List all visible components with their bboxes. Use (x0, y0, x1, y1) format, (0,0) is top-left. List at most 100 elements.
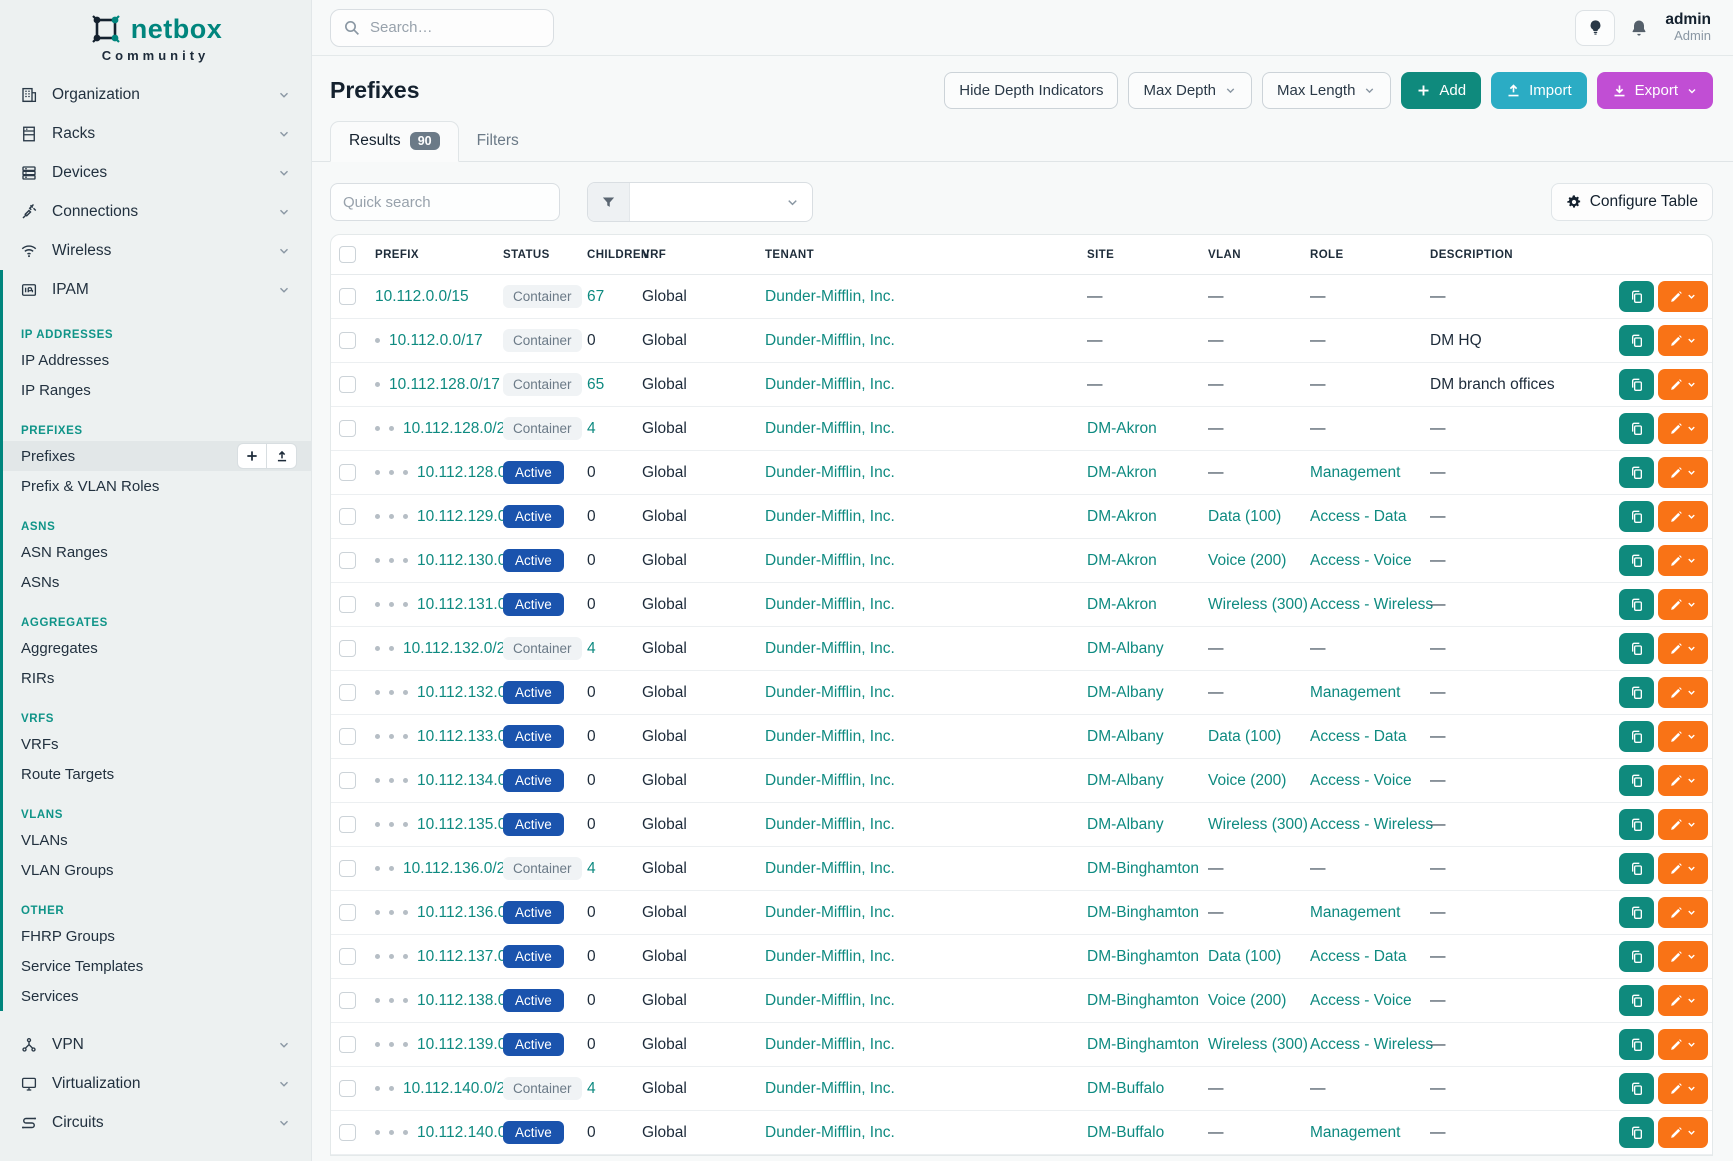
site-link[interactable]: DM-Binghamton (1087, 1035, 1199, 1053)
copy-button[interactable] (1619, 1073, 1654, 1104)
role-link[interactable]: Access - Data (1310, 507, 1407, 525)
row-checkbox[interactable] (339, 992, 356, 1009)
edit-button[interactable] (1658, 457, 1708, 488)
role-link[interactable]: Access - Voice (1310, 771, 1412, 789)
quick-add-button[interactable] (237, 443, 267, 469)
prefix-link[interactable]: 10.112.139.0/24 (417, 1035, 528, 1053)
copy-button[interactable] (1619, 325, 1654, 356)
copy-button[interactable] (1619, 809, 1654, 840)
tenant-link[interactable]: Dunder-Mifflin, Inc. (765, 1079, 895, 1097)
children-count-link[interactable]: 4 (587, 639, 596, 657)
vlan-link[interactable]: Wireless (300) (1208, 1035, 1308, 1053)
sidebar-item-rirs[interactable]: RIRs (3, 663, 311, 693)
edit-button[interactable] (1658, 325, 1708, 356)
row-checkbox[interactable] (339, 772, 356, 789)
vlan-link[interactable]: Voice (200) (1208, 551, 1287, 569)
tenant-link[interactable]: Dunder-Mifflin, Inc. (765, 815, 895, 833)
copy-button[interactable] (1619, 677, 1654, 708)
column-header-prefix[interactable]: PREFIX (367, 235, 495, 275)
children-count-link[interactable]: 4 (587, 419, 596, 437)
row-checkbox[interactable] (339, 288, 356, 305)
vlan-link[interactable]: Voice (200) (1208, 991, 1287, 1009)
row-checkbox[interactable] (339, 816, 356, 833)
column-header-status[interactable]: STATUS (495, 235, 579, 275)
global-search[interactable] (330, 8, 554, 47)
max-depth-dropdown[interactable]: Max Depth (1128, 72, 1253, 109)
role-link[interactable]: Access - Voice (1310, 991, 1412, 1009)
children-count-link[interactable]: 4 (587, 1079, 596, 1097)
tenant-link[interactable]: Dunder-Mifflin, Inc. (765, 551, 895, 569)
role-link[interactable]: Access - Voice (1310, 551, 1412, 569)
prefix-link[interactable]: 10.112.128.0/17 (389, 375, 500, 393)
row-checkbox[interactable] (339, 596, 356, 613)
edit-button[interactable] (1658, 941, 1708, 972)
column-header-role[interactable]: ROLE (1302, 235, 1422, 275)
vlan-link[interactable]: Wireless (300) (1208, 595, 1308, 613)
search-input[interactable] (370, 19, 520, 36)
column-header-vlan[interactable]: VLAN (1200, 235, 1302, 275)
edit-button[interactable] (1658, 809, 1708, 840)
edit-button[interactable] (1658, 765, 1708, 796)
prefix-link[interactable]: 10.112.0.0/15 (375, 287, 469, 305)
edit-button[interactable] (1658, 677, 1708, 708)
copy-button[interactable] (1619, 897, 1654, 928)
add-button[interactable]: Add (1401, 72, 1482, 109)
edit-button[interactable] (1658, 721, 1708, 752)
tenant-link[interactable]: Dunder-Mifflin, Inc. (765, 683, 895, 701)
copy-button[interactable] (1619, 765, 1654, 796)
quick-import-button[interactable] (267, 443, 297, 469)
sidebar-item-asn-ranges[interactable]: ASN Ranges (3, 537, 311, 567)
notifications-bell-icon[interactable] (1629, 18, 1649, 38)
vlan-link[interactable]: Voice (200) (1208, 771, 1287, 789)
copy-button[interactable] (1619, 633, 1654, 664)
vlan-link[interactable]: Wireless (300) (1208, 815, 1308, 833)
site-link[interactable]: DM-Albany (1087, 771, 1164, 789)
tenant-link[interactable]: Dunder-Mifflin, Inc. (765, 419, 895, 437)
copy-button[interactable] (1619, 501, 1654, 532)
prefix-link[interactable]: 10.112.128.0/22 (403, 419, 514, 437)
role-link[interactable]: Access - Data (1310, 727, 1407, 745)
prefix-link[interactable]: 10.112.138.0/24 (417, 991, 528, 1009)
quick-search-input[interactable] (330, 183, 560, 221)
site-link[interactable]: DM-Binghamton (1087, 903, 1199, 921)
row-checkbox[interactable] (339, 860, 356, 877)
sidebar-item-prefixes[interactable]: Prefixes (3, 441, 311, 471)
row-checkbox[interactable] (339, 376, 356, 393)
vlan-link[interactable]: Data (100) (1208, 947, 1282, 965)
export-button[interactable]: Export (1596, 72, 1713, 109)
site-link[interactable]: DM-Buffalo (1087, 1123, 1165, 1141)
edit-button[interactable] (1658, 985, 1708, 1016)
sidebar-item-racks[interactable]: Racks (0, 114, 311, 153)
row-checkbox[interactable] (339, 728, 356, 745)
user-menu[interactable]: admin Admin (1665, 11, 1711, 44)
site-link[interactable]: DM-Buffalo (1087, 1079, 1165, 1097)
children-count-link[interactable]: 4 (587, 859, 596, 877)
tenant-link[interactable]: Dunder-Mifflin, Inc. (765, 947, 895, 965)
row-checkbox[interactable] (339, 684, 356, 701)
site-link[interactable]: DM-Akron (1087, 419, 1157, 437)
site-link[interactable]: DM-Binghamton (1087, 991, 1199, 1009)
role-link[interactable]: Management (1310, 903, 1401, 921)
copy-button[interactable] (1619, 281, 1654, 312)
sidebar-item-organization[interactable]: Organization (0, 75, 311, 114)
row-checkbox[interactable] (339, 1080, 356, 1097)
copy-button[interactable] (1619, 589, 1654, 620)
copy-button[interactable] (1619, 985, 1654, 1016)
sidebar-item-asns[interactable]: ASNs (3, 567, 311, 597)
tenant-link[interactable]: Dunder-Mifflin, Inc. (765, 1123, 895, 1141)
site-link[interactable]: DM-Binghamton (1087, 947, 1199, 965)
tenant-link[interactable]: Dunder-Mifflin, Inc. (765, 375, 895, 393)
tenant-link[interactable]: Dunder-Mifflin, Inc. (765, 507, 895, 525)
edit-button[interactable] (1658, 897, 1708, 928)
edit-button[interactable] (1658, 369, 1708, 400)
max-length-dropdown[interactable]: Max Length (1262, 72, 1392, 109)
sidebar-item-wireless[interactable]: Wireless (0, 231, 311, 270)
column-header-site[interactable]: SITE (1079, 235, 1200, 275)
filter-funnel-button[interactable] (588, 183, 630, 221)
prefix-link[interactable]: 10.112.130.0/24 (417, 551, 528, 569)
site-link[interactable]: DM-Binghamton (1087, 859, 1199, 877)
tenant-link[interactable]: Dunder-Mifflin, Inc. (765, 859, 895, 877)
role-link[interactable]: Management (1310, 1123, 1401, 1141)
prefix-link[interactable]: 10.112.132.0/22 (403, 639, 514, 657)
row-checkbox[interactable] (339, 640, 356, 657)
